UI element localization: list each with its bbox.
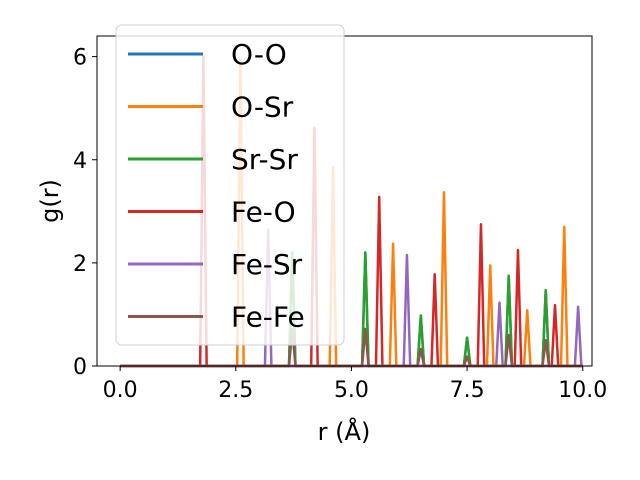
x-tick-label: 5.0 bbox=[334, 378, 369, 403]
y-tick-label: 4 bbox=[73, 149, 87, 174]
legend-label-fe-fe: Fe-Fe bbox=[231, 301, 305, 334]
x-tick-label: 7.5 bbox=[450, 378, 485, 403]
x-tick-label: 10.0 bbox=[558, 378, 607, 403]
y-tick-label: 2 bbox=[73, 252, 87, 277]
legend-label-o-o: O-O bbox=[231, 38, 287, 71]
y-tick-label: 0 bbox=[73, 355, 87, 380]
y-tick-label: 6 bbox=[73, 46, 87, 71]
x-axis-label: r (Å) bbox=[318, 417, 371, 446]
y-axis-label: g(r) bbox=[36, 179, 64, 223]
x-tick-label: 0.0 bbox=[103, 378, 138, 403]
x-axis-ticks: 0.0 2.5 5.0 7.5 10.0 bbox=[103, 366, 607, 403]
x-tick-label: 2.5 bbox=[218, 378, 253, 403]
legend: O-O O-Sr Sr-Sr Fe-O Fe-Sr Fe-Fe bbox=[115, 24, 345, 346]
legend-label-o-sr: O-Sr bbox=[231, 91, 294, 124]
legend-label-fe-sr: Fe-Sr bbox=[231, 248, 303, 281]
legend-box bbox=[115, 24, 345, 346]
legend-label-sr-sr: Sr-Sr bbox=[231, 143, 298, 176]
legend-label-fe-o: Fe-O bbox=[231, 196, 296, 229]
y-axis-ticks: 0 2 4 6 bbox=[73, 46, 97, 380]
